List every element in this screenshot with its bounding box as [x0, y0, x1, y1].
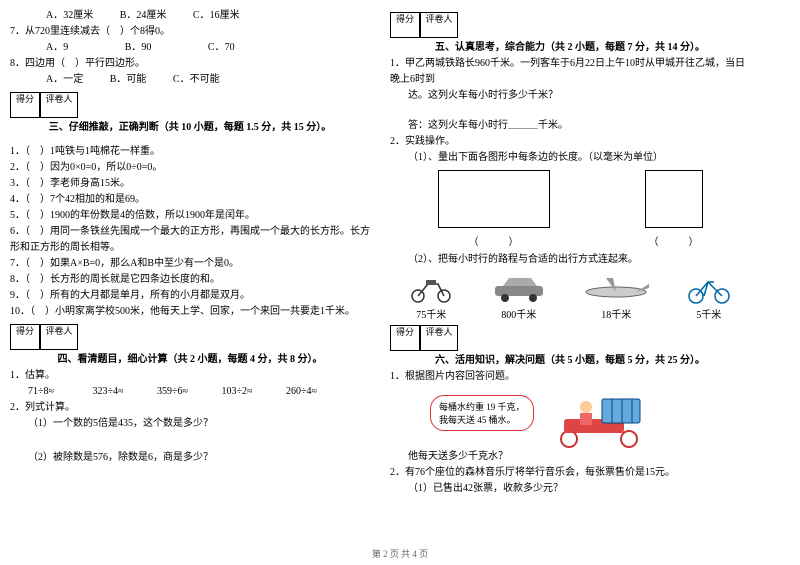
score-box-4: 得分: [10, 324, 40, 350]
rect-shape: （ ）: [438, 170, 550, 248]
s3-1: 1．（ ）1吨铁与1吨棉花一样重。: [10, 144, 370, 160]
rect-caption: （ ）: [438, 233, 550, 248]
s3-3: 3．（ ）李老师身高15米。: [10, 176, 370, 192]
q8c: C．不可能: [173, 72, 220, 88]
s5-q1b: 达。这列火车每小时行多少千米？: [390, 88, 750, 104]
s5-q1a: 1．甲乙两城铁路长960千米。一列客车于6月22日上午10时从甲城开往乙城，当日…: [390, 56, 750, 88]
s4-q2: 2．列式计算。: [10, 400, 370, 416]
s3-7: 7．（ ）如果A×B=0，那么A和B中至少有一个是0。: [10, 256, 370, 272]
s3-9: 9．（ ）所有的大月都是单月，所有的小月都是双月。: [10, 288, 370, 304]
est5: 260÷4≈: [286, 384, 348, 400]
score-box-5: 得分: [390, 12, 420, 38]
est3: 359÷6≈: [157, 384, 219, 400]
v1: 75千米: [406, 306, 456, 321]
reviewer-box: 评卷人: [40, 92, 78, 118]
score-box-6: 得分: [390, 325, 420, 351]
v3: 18千米: [581, 306, 651, 321]
q7c: C．70: [208, 40, 235, 56]
q8-opts: A．一定 B．可能 C．不可能: [10, 72, 370, 88]
v4: 5千米: [684, 306, 734, 321]
section4-title: 四、看清题目，细心计算（共 2 小题，每题 4 分，共 8 分）。: [10, 352, 370, 368]
car-icon: [489, 274, 549, 304]
bicycle-icon: [684, 274, 734, 304]
section5-title: 五、认真思考，综合能力（共 2 小题，每题 7 分，共 14 分）。: [390, 40, 750, 56]
s3-6: 6．（ ）用同一条铁丝先围成一个最大的正方形，再围成一个最大的长方形。长方形和正…: [10, 224, 370, 256]
bubble-line1: 每桶水约重 19 千克，: [439, 402, 525, 412]
reviewer-box-4: 评卷人: [40, 324, 78, 350]
page-footer: 第 2 页 共 4 页: [0, 545, 800, 560]
est4: 103÷2≈: [222, 384, 284, 400]
q8: 8．四边用（ ）平行四边形。: [10, 56, 370, 72]
reviewer-box-6: 评卷人: [420, 325, 458, 351]
s3-5: 5．（ ）1900的年份数是4的倍数，所以1900年是闰年。: [10, 208, 370, 224]
square-icon: [645, 170, 703, 228]
airplane-icon: [581, 276, 651, 304]
motorcycle-icon: [406, 274, 456, 304]
s4-est-row: 71÷8≈ 323÷4≈ 359÷6≈ 103÷2≈ 260÷4≈: [10, 384, 370, 400]
s6-q1: 1．根据图片内容回答问题。: [390, 369, 750, 385]
section3-header: 得分 评卷人: [10, 92, 370, 118]
section3-title: 三、仔细推敲，正确判断（共 10 小题，每题 1.5 分，共 15 分）。: [10, 120, 370, 136]
section5-header: 得分 评卷人: [390, 12, 750, 38]
opt-a: A．32厘米: [46, 8, 93, 24]
s5-ans: 答：这列火车每小时行＿＿＿千米。: [390, 118, 750, 134]
q7-opts: A．9 B．90 C．70: [10, 40, 370, 56]
est1: 71÷8≈: [28, 384, 90, 400]
q8a: A．一定: [46, 72, 83, 88]
s4-q1: 1．估算。: [10, 368, 370, 384]
square-shape: （ ）: [645, 170, 703, 248]
score-box: 得分: [10, 92, 40, 118]
reviewer-box-5: 评卷人: [420, 12, 458, 38]
rectangle-icon: [438, 170, 550, 228]
opt-b: B．24厘米: [120, 8, 167, 24]
left-column: A．32厘米 B．24厘米 C．16厘米 7．从720里连续减去（ ）个8得0。…: [0, 0, 380, 545]
s5-q2a: （1）、量出下面各图形中每条边的长度。（以毫米为单位）: [390, 150, 750, 166]
vehicle-labels: 75千米 800千米 18千米 5千米: [390, 306, 750, 321]
delivery-icon: [544, 389, 654, 449]
opt-c: C．16厘米: [193, 8, 240, 24]
v2: 800千米: [489, 306, 549, 321]
s5-q2b: （2）、把每小时行的路程与合适的出行方式连起来。: [390, 252, 750, 268]
q7b: B．90: [125, 40, 152, 56]
section6-title: 六、活用知识，解决问题（共 5 小题，每题 5 分，共 25 分）。: [390, 353, 750, 369]
section6-header: 得分 评卷人: [390, 325, 750, 351]
section4-header: 得分 评卷人: [10, 324, 370, 350]
s6-illustration: 每桶水约重 19 千克， 我每天送 45 桶水。: [390, 389, 750, 449]
right-column: 得分 评卷人 五、认真思考，综合能力（共 2 小题，每题 7 分，共 14 分）…: [380, 0, 760, 545]
s6-q2: 2．有76个座位的森林音乐厅将举行音乐会，每张票售价是15元。: [390, 465, 750, 481]
s4-q2b: （2）被除数是576，除数是6，商是多少？: [10, 450, 370, 466]
sq-caption: （ ）: [645, 233, 703, 248]
s3-8: 8．（ ）长方形的周长就是它四条边长度的和。: [10, 272, 370, 288]
vehicle-row: [390, 274, 750, 304]
s3-10: 10．（ ）小明家离学校500米，他每天上学、回家，一个来回一共要走1千米。: [10, 304, 370, 320]
s3-4: 4．（ ）7个42相加的和是69。: [10, 192, 370, 208]
measure-shapes: （ ） （ ）: [390, 170, 750, 248]
q8b: B．可能: [110, 72, 147, 88]
s6-q1a: 他每天送多少千克水？: [390, 449, 750, 465]
q7a: A．9: [46, 40, 68, 56]
speech-bubble: 每桶水约重 19 千克， 我每天送 45 桶水。: [430, 395, 534, 431]
s5-q2: 2．实践操作。: [390, 134, 750, 150]
speech-wrap: 每桶水约重 19 千克， 我每天送 45 桶水。: [390, 389, 534, 431]
option-row: A．32厘米 B．24厘米 C．16厘米: [10, 8, 370, 24]
q7: 7．从720里连续减去（ ）个8得0。: [10, 24, 370, 40]
s6-q2a: （1）已售出42张票，收款多少元？: [390, 481, 750, 497]
est2: 323÷4≈: [93, 384, 155, 400]
s4-q2a: （1）一个数的5倍是435，这个数是多少？: [10, 416, 370, 432]
s3-2: 2．（ ）因为0×0=0，所以0÷0=0。: [10, 160, 370, 176]
bubble-line2: 我每天送 45 桶水。: [439, 415, 516, 425]
